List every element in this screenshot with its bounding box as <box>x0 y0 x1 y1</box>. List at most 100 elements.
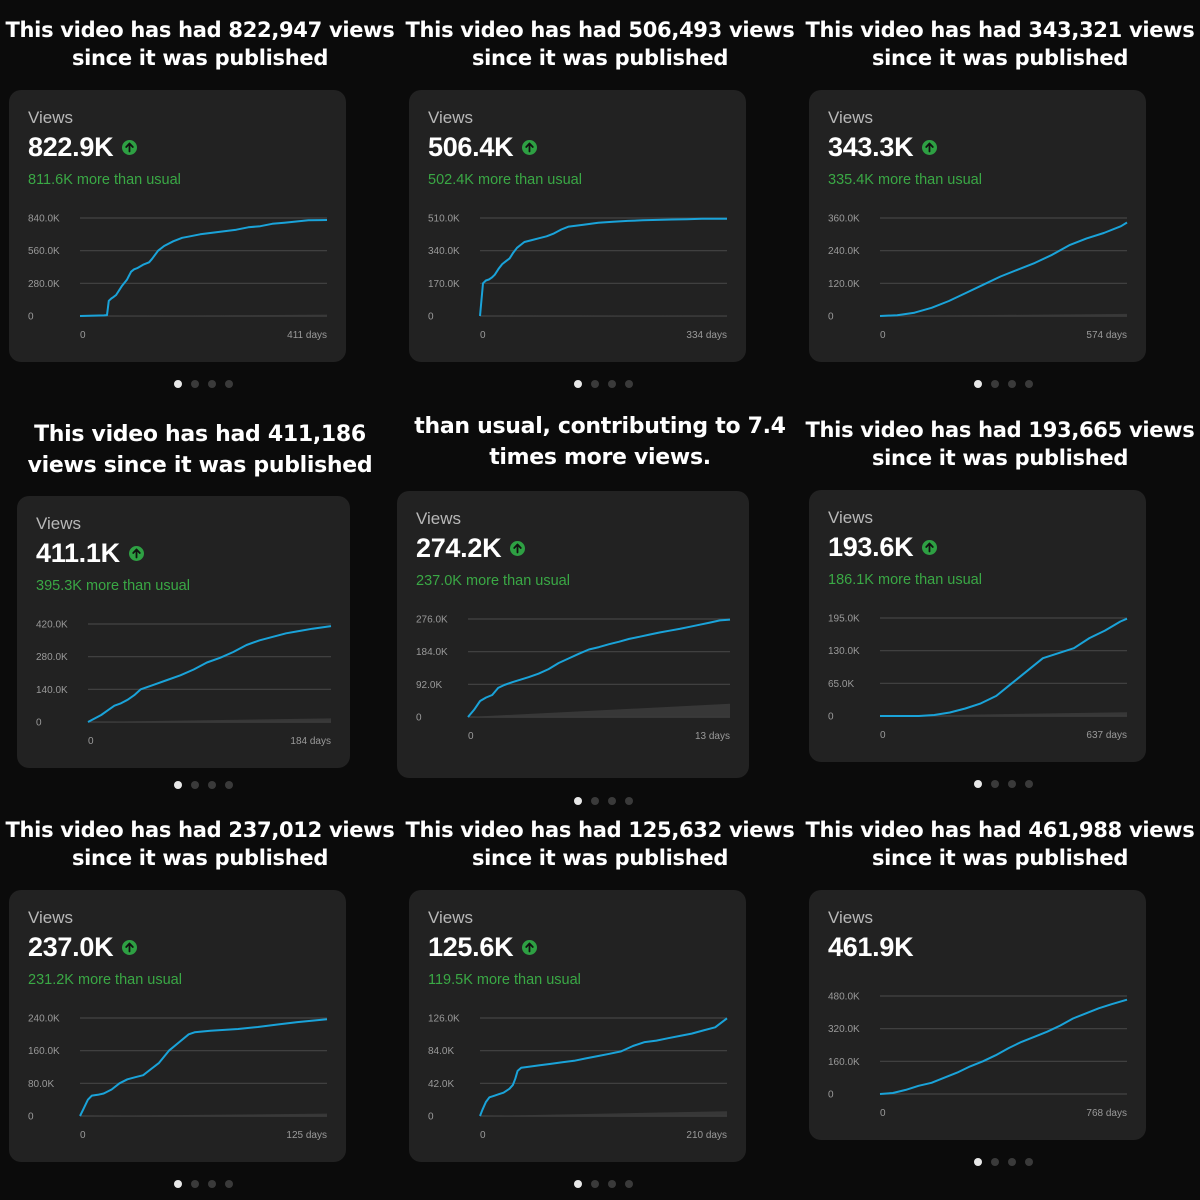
page-indicator[interactable] <box>574 797 633 805</box>
views-total: 274.2K <box>416 533 526 564</box>
caption-text: This video has had 125,632 views since it… <box>400 816 800 872</box>
page-dot[interactable] <box>625 1180 633 1188</box>
views-total-value: 506.4K <box>428 132 514 162</box>
page-dot[interactable] <box>1025 1158 1033 1166</box>
page-dot[interactable] <box>191 1180 199 1188</box>
views-card[interactable]: Views 237.0K 231.2K more than usual 0 80.0K 1… <box>9 890 346 1162</box>
page-dot[interactable] <box>574 797 582 805</box>
views-card[interactable]: Views 411.1K 395.3K more than usual 0 140.0K… <box>17 496 350 768</box>
views-label: Views <box>428 908 474 927</box>
views-card[interactable]: Views 461.9K 0 160.0K 320.0K 480.0K 0 768 days <box>809 890 1146 1140</box>
page-dot[interactable] <box>208 380 216 388</box>
caption-line: This video has had 193,665 views <box>805 418 1195 442</box>
views-total-value: 411.1K <box>36 538 120 568</box>
page-dot[interactable] <box>608 380 616 388</box>
page-dot[interactable] <box>991 1158 999 1166</box>
page-dot[interactable] <box>1008 780 1016 788</box>
y-tick-label: 840.0K <box>28 214 60 225</box>
page-dot[interactable] <box>608 797 616 805</box>
x-tick-label: 334 days <box>686 330 727 341</box>
page-dot[interactable] <box>225 781 233 789</box>
typical-range-band <box>880 313 1127 316</box>
x-tick-label: 0 <box>880 1108 886 1119</box>
x-tick-label: 210 days <box>686 1130 727 1141</box>
page-dot[interactable] <box>591 1180 599 1188</box>
page-indicator[interactable] <box>174 781 233 789</box>
page-dot[interactable] <box>225 380 233 388</box>
page-indicator[interactable] <box>574 1180 633 1188</box>
page-indicator[interactable] <box>174 1180 233 1188</box>
caption-line: since it was published <box>71 46 329 70</box>
page-dot[interactable] <box>974 780 982 788</box>
views-total: 343.3K <box>828 132 938 163</box>
typical-range-band <box>80 1113 327 1116</box>
views-card[interactable]: Views 822.9K 811.6K more than usual 0 280.0K… <box>9 90 346 362</box>
page-dot[interactable] <box>225 1180 233 1188</box>
x-tick-label: 0 <box>468 731 474 742</box>
page-dot[interactable] <box>208 1180 216 1188</box>
page-indicator[interactable] <box>174 380 233 388</box>
page-indicator[interactable] <box>974 1158 1033 1166</box>
views-total-value: 343.3K <box>828 132 914 162</box>
views-series-line <box>479 1017 728 1117</box>
views-card[interactable]: Views 274.2K 237.0K more than usual 0 92.0K 1… <box>397 491 749 778</box>
page-dot[interactable] <box>1025 780 1033 788</box>
page-dot[interactable] <box>625 797 633 805</box>
page-dot[interactable] <box>574 1180 582 1188</box>
y-tick-label: 0 <box>36 718 42 729</box>
y-tick-label: 170.0K <box>428 279 460 290</box>
caption-line: This video has had 343,321 views <box>805 18 1195 42</box>
page-dot[interactable] <box>1008 1158 1016 1166</box>
caption-text: This video has had 237,012 views since it… <box>0 816 400 872</box>
y-tick-label: 195.0K <box>828 614 860 625</box>
page-dot[interactable] <box>591 797 599 805</box>
page-dot[interactable] <box>191 380 199 388</box>
typical-range-band <box>80 314 327 316</box>
views-total: 461.9K <box>828 932 914 963</box>
page-dot[interactable] <box>191 781 199 789</box>
page-dot[interactable] <box>974 1158 982 1166</box>
page-dot[interactable] <box>625 380 633 388</box>
typical-range-band <box>480 1111 727 1116</box>
page-dot[interactable] <box>174 781 182 789</box>
up-arrow-icon <box>128 546 144 561</box>
views-total-value: 822.9K <box>28 132 114 162</box>
page-dot[interactable] <box>174 380 182 388</box>
page-indicator[interactable] <box>974 780 1033 788</box>
page-dot[interactable] <box>991 380 999 388</box>
page-indicator[interactable] <box>974 380 1033 388</box>
y-tick-label: 560.0K <box>28 246 60 257</box>
page-dot[interactable] <box>974 380 982 388</box>
y-tick-label: 0 <box>28 1112 34 1123</box>
views-total: 193.6K <box>828 532 938 563</box>
x-tick-label: 0 <box>480 1130 486 1141</box>
page-dot[interactable] <box>574 380 582 388</box>
views-card[interactable]: Views 193.6K 186.1K more than usual 0 65.0K 1… <box>809 490 1146 762</box>
caption-line: times more views. <box>489 445 711 470</box>
more-than-usual-text: 502.4K more than usual <box>428 172 582 188</box>
x-tick-label: 574 days <box>1086 330 1127 341</box>
page-dot[interactable] <box>1008 380 1016 388</box>
views-total: 506.4K <box>428 132 538 163</box>
x-tick-label: 637 days <box>1086 730 1127 741</box>
page-dot[interactable] <box>174 1180 182 1188</box>
views-series-line <box>79 1018 328 1117</box>
views-card[interactable]: Views 125.6K 119.5K more than usual 0 42.0K 8… <box>409 890 746 1162</box>
page-dot[interactable] <box>991 780 999 788</box>
y-tick-label: 84.0K <box>428 1046 454 1057</box>
page-dot[interactable] <box>208 781 216 789</box>
up-arrow-icon <box>122 140 138 155</box>
views-line-chart: 0 170.0K 340.0K 510.0K 0 334 days <box>428 214 728 341</box>
page-dot[interactable] <box>608 1180 616 1188</box>
page-dot[interactable] <box>591 380 599 388</box>
views-card[interactable]: Views 506.4K 502.4K more than usual 0 170.0K… <box>409 90 746 362</box>
y-tick-label: 320.0K <box>828 1024 860 1035</box>
page-indicator[interactable] <box>574 380 633 388</box>
page-dot[interactable] <box>1025 380 1033 388</box>
more-than-usual-text: 335.4K more than usual <box>828 172 982 188</box>
caption-line: since it was published <box>871 846 1129 870</box>
views-card[interactable]: Views 343.3K 335.4K more than usual 0 120.0K… <box>809 90 1146 362</box>
